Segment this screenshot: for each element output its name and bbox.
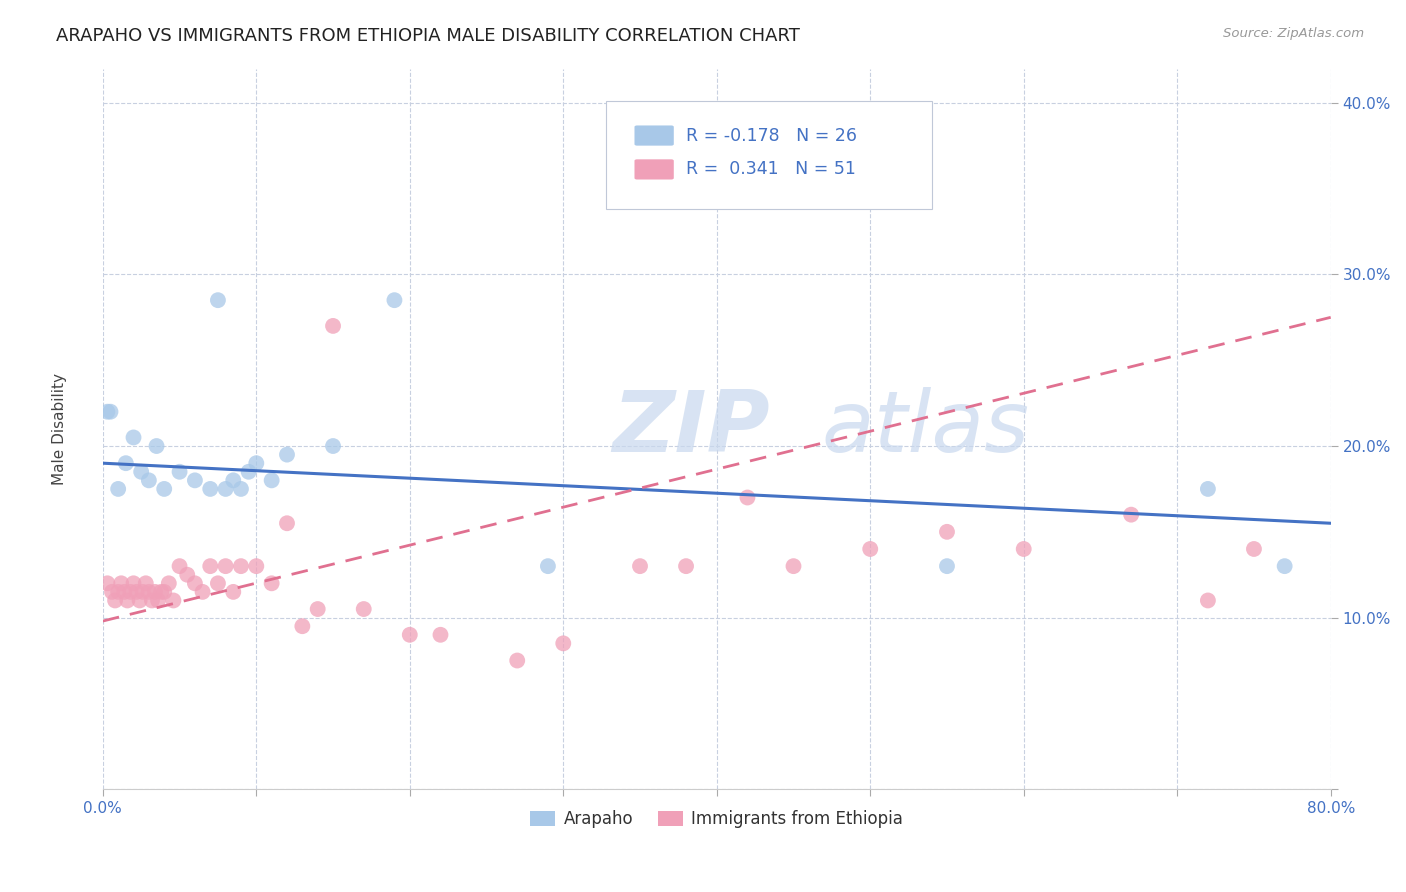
Point [260, 576, 283, 591]
Point [859, 541, 882, 556]
Point [191, 585, 214, 599]
Point [200, 482, 222, 496]
Point [245, 559, 267, 574]
Point [207, 293, 229, 308]
Point [176, 567, 198, 582]
Point [506, 653, 529, 667]
Point [200, 559, 222, 574]
Point [1197, 482, 1219, 496]
FancyBboxPatch shape [606, 101, 932, 209]
Point [276, 516, 298, 531]
Point [107, 482, 129, 496]
Text: Source: ZipAtlas.com: Source: ZipAtlas.com [1223, 27, 1364, 40]
Point [553, 636, 575, 650]
Point [1197, 593, 1219, 607]
Point [128, 593, 150, 607]
Text: Male Disability: Male Disability [52, 373, 67, 485]
Point [353, 602, 375, 616]
Point [135, 576, 157, 591]
Point [101, 585, 124, 599]
Point [115, 456, 138, 470]
Point [936, 559, 959, 574]
Point [291, 619, 314, 633]
Point [398, 628, 420, 642]
Point [214, 559, 236, 574]
Point [1274, 559, 1296, 574]
Point [184, 474, 207, 488]
Point [143, 585, 166, 599]
Point [537, 559, 560, 574]
Point [122, 576, 145, 591]
Point [307, 602, 329, 616]
Point [125, 585, 148, 599]
Point [260, 474, 283, 488]
Point [141, 593, 163, 607]
Point [122, 430, 145, 444]
Point [1121, 508, 1143, 522]
Point [245, 456, 267, 470]
Point [207, 576, 229, 591]
Point [96, 576, 118, 591]
Point [1243, 541, 1265, 556]
Point [157, 576, 180, 591]
Point [150, 585, 173, 599]
FancyBboxPatch shape [634, 160, 673, 179]
Point [145, 439, 167, 453]
Point [222, 585, 245, 599]
Point [96, 405, 118, 419]
Point [184, 576, 207, 591]
Point [229, 559, 252, 574]
Text: ARAPAHO VS IMMIGRANTS FROM ETHIOPIA MALE DISABILITY CORRELATION CHART: ARAPAHO VS IMMIGRANTS FROM ETHIOPIA MALE… [56, 27, 800, 45]
Legend: Arapaho, Immigrants from Ethiopia: Arapaho, Immigrants from Ethiopia [523, 804, 910, 835]
Point [169, 465, 191, 479]
Text: R = -0.178   N = 26: R = -0.178 N = 26 [686, 127, 858, 145]
FancyBboxPatch shape [634, 126, 673, 145]
Point [129, 465, 152, 479]
Point [110, 576, 132, 591]
Point [1012, 541, 1035, 556]
Point [628, 559, 651, 574]
Point [117, 593, 139, 607]
Text: ZIP: ZIP [613, 387, 770, 470]
Point [675, 559, 697, 574]
Point [120, 585, 142, 599]
Point [384, 293, 406, 308]
Point [169, 559, 191, 574]
Point [214, 482, 236, 496]
Point [107, 585, 129, 599]
Point [138, 585, 160, 599]
Point [936, 524, 959, 539]
Point [238, 465, 260, 479]
Point [322, 318, 344, 333]
Point [104, 593, 127, 607]
Point [162, 593, 184, 607]
Point [276, 448, 298, 462]
Text: R =  0.341   N = 51: R = 0.341 N = 51 [686, 161, 856, 178]
Point [100, 405, 122, 419]
Point [153, 482, 176, 496]
Point [132, 585, 155, 599]
Text: atlas: atlas [821, 387, 1029, 470]
Point [138, 474, 160, 488]
Point [153, 585, 176, 599]
Point [146, 593, 169, 607]
Point [737, 491, 759, 505]
Point [112, 585, 135, 599]
Point [322, 439, 344, 453]
Point [782, 559, 804, 574]
Point [229, 482, 252, 496]
Point [429, 628, 451, 642]
Point [222, 474, 245, 488]
